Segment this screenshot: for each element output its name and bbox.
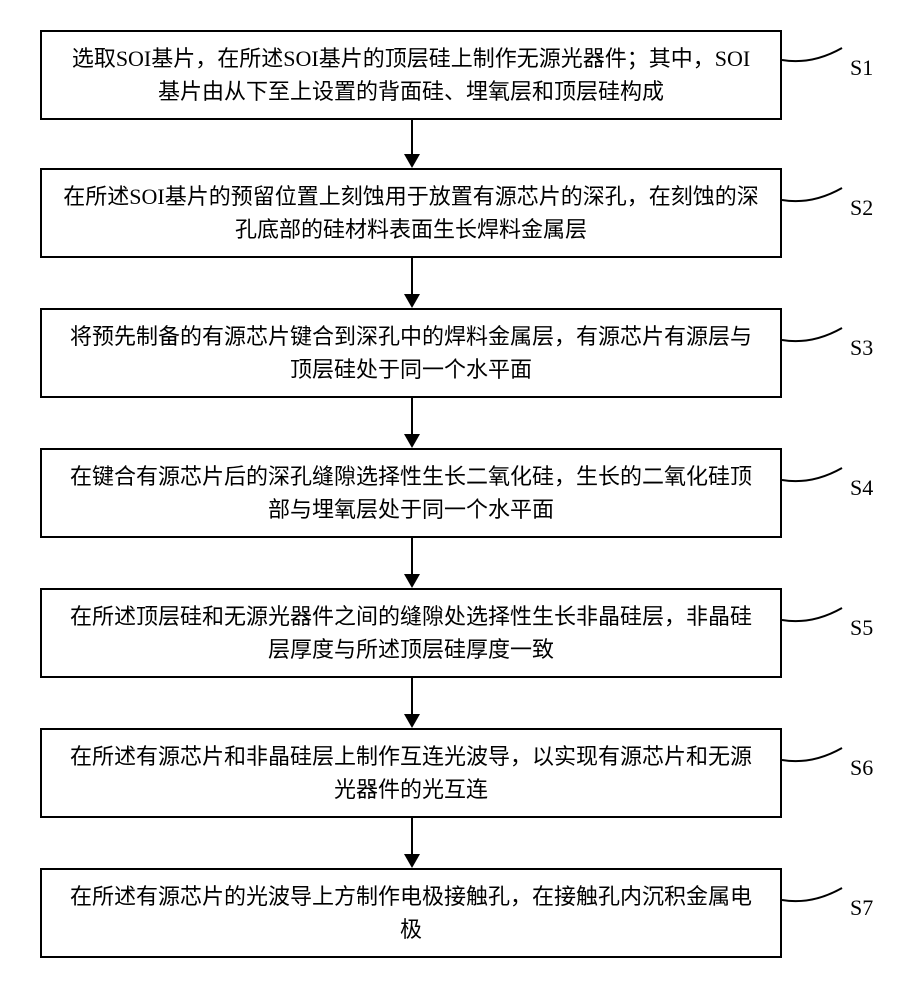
arrow-4-line [411, 538, 413, 574]
flowchart-canvas: 选取SOI基片，在所述SOI基片的顶层硅上制作无源光器件；其中，SOI基片由从下… [0, 0, 905, 1000]
step-text: 将预先制备的有源芯片键合到深孔中的焊料金属层，有源芯片有源层与顶层硅处于同一个水… [62, 320, 760, 386]
arrow-1-head [404, 154, 420, 168]
step-box-s4: 在键合有源芯片后的深孔缝隙选择性生长二氧化硅，生长的二氧化硅顶部与埋氧层处于同一… [40, 448, 782, 538]
step-label-s4: S4 [850, 475, 873, 501]
step-label-s6: S6 [850, 755, 873, 781]
arrow-1-line [411, 120, 413, 154]
step-text: 在所述顶层硅和无源光器件之间的缝隙处选择性生长非晶硅层，非晶硅层厚度与所述顶层硅… [62, 600, 760, 666]
step-box-s5: 在所述顶层硅和无源光器件之间的缝隙处选择性生长非晶硅层，非晶硅层厚度与所述顶层硅… [40, 588, 782, 678]
step-text: 在所述有源芯片的光波导上方制作电极接触孔，在接触孔内沉积金属电极 [62, 880, 760, 946]
arrow-3-head [404, 434, 420, 448]
arrow-6-head [404, 854, 420, 868]
step-label-s5: S5 [850, 615, 873, 641]
step-box-s1: 选取SOI基片，在所述SOI基片的顶层硅上制作无源光器件；其中，SOI基片由从下… [40, 30, 782, 120]
step-label-s3: S3 [850, 335, 873, 361]
step-box-s6: 在所述有源芯片和非晶硅层上制作互连光波导，以实现有源芯片和无源光器件的光互连 [40, 728, 782, 818]
step-label-s2: S2 [850, 195, 873, 221]
step-text: 在所述有源芯片和非晶硅层上制作互连光波导，以实现有源芯片和无源光器件的光互连 [62, 740, 760, 806]
step-box-s3: 将预先制备的有源芯片键合到深孔中的焊料金属层，有源芯片有源层与顶层硅处于同一个水… [40, 308, 782, 398]
arrow-4-head [404, 574, 420, 588]
arrow-5-line [411, 678, 413, 714]
step-label-s1: S1 [850, 55, 873, 81]
arrow-2-line [411, 258, 413, 294]
arrow-3-line [411, 398, 413, 434]
step-label-s7: S7 [850, 895, 873, 921]
arrow-2-head [404, 294, 420, 308]
step-text: 在所述SOI基片的预留位置上刻蚀用于放置有源芯片的深孔，在刻蚀的深孔底部的硅材料… [62, 180, 760, 246]
arrow-6-line [411, 818, 413, 854]
step-box-s2: 在所述SOI基片的预留位置上刻蚀用于放置有源芯片的深孔，在刻蚀的深孔底部的硅材料… [40, 168, 782, 258]
step-text: 在键合有源芯片后的深孔缝隙选择性生长二氧化硅，生长的二氧化硅顶部与埋氧层处于同一… [62, 460, 760, 526]
step-box-s7: 在所述有源芯片的光波导上方制作电极接触孔，在接触孔内沉积金属电极 [40, 868, 782, 958]
arrow-5-head [404, 714, 420, 728]
step-text: 选取SOI基片，在所述SOI基片的顶层硅上制作无源光器件；其中，SOI基片由从下… [62, 42, 760, 108]
